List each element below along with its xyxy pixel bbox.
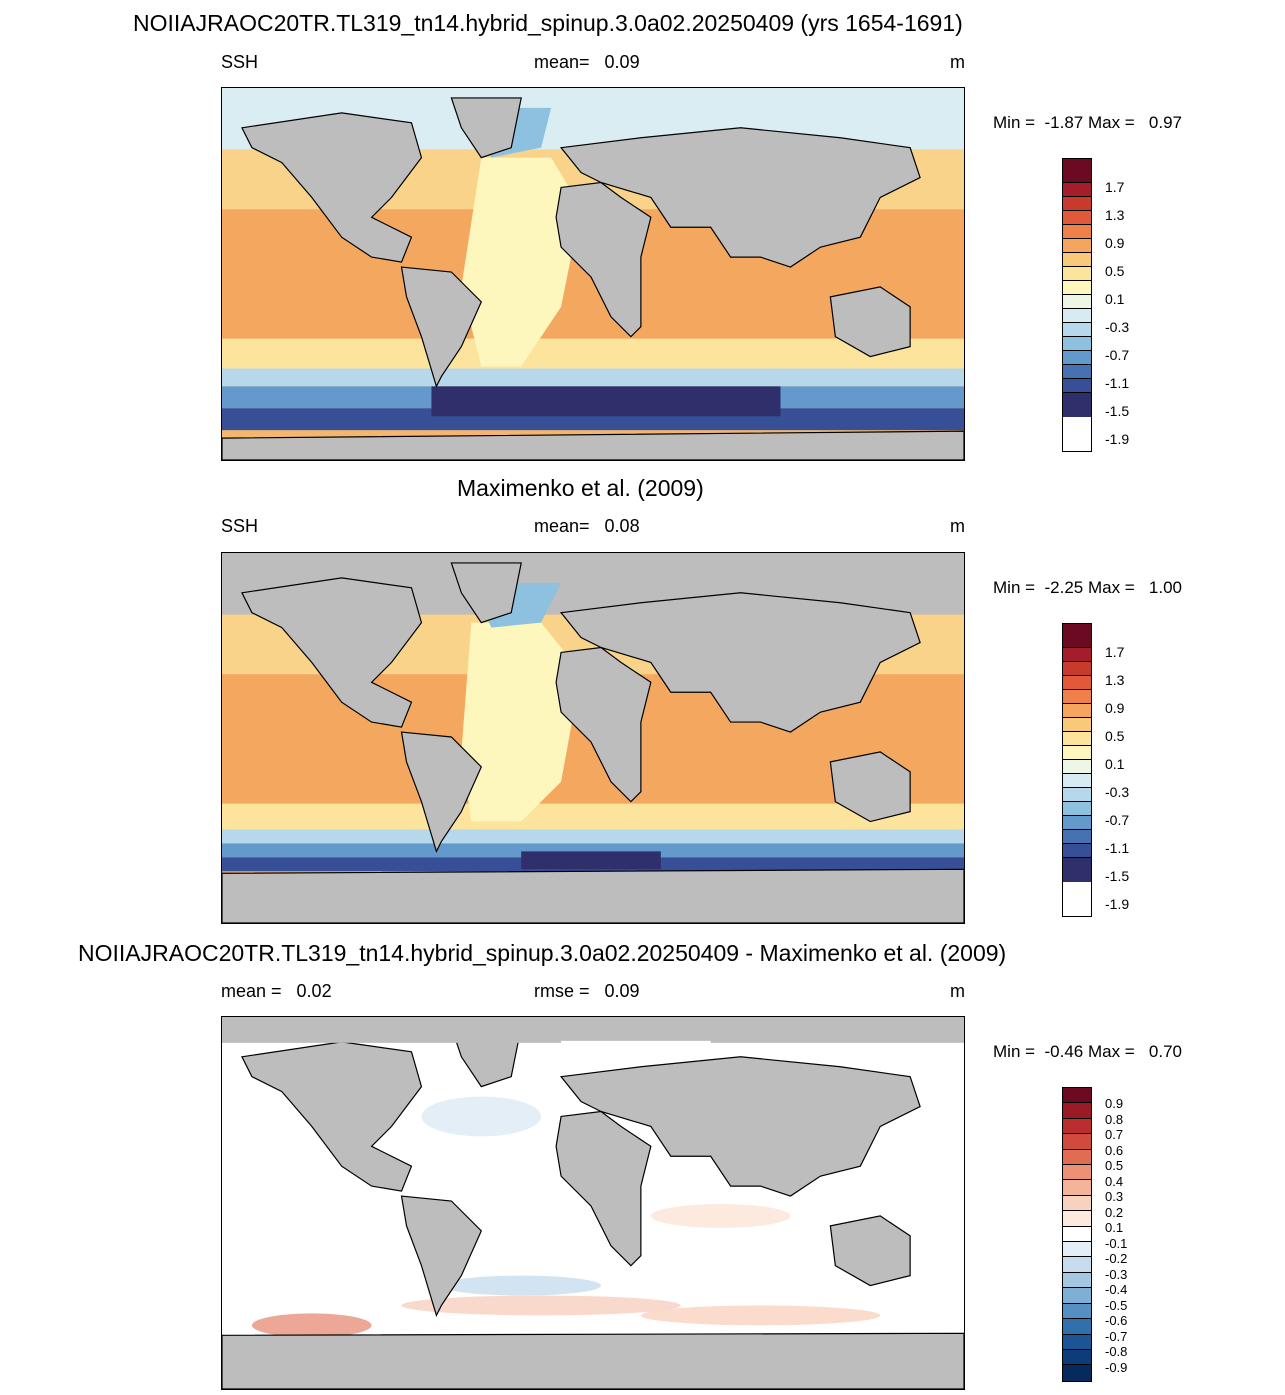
panel3-map <box>221 1016 965 1390</box>
panel2-colorbar-label: -0.3 <box>1105 784 1130 800</box>
panel3-colorbar-label: -0.7 <box>1105 1329 1128 1344</box>
panel3-colorbar-label: -0.4 <box>1105 1282 1128 1297</box>
panel2-colorbar-label: -1.5 <box>1105 868 1130 884</box>
panel3-colorbar-label: -0.8 <box>1105 1344 1128 1359</box>
panel1-colorbar-label: -0.7 <box>1105 347 1130 363</box>
panel1-units-label: m <box>950 52 965 72</box>
panel1-title: NOIIAJRAOC20TR.TL319_tn14.hybrid_spinup.… <box>133 10 963 36</box>
panel1-variable-label: SSH <box>221 52 259 72</box>
panel1-colorbar-label: 0.5 <box>1105 263 1125 279</box>
panel2-colorbar-label: -1.1 <box>1105 840 1130 856</box>
panel1-colorbar <box>1062 158 1092 452</box>
panel3-colorbar-label: 0.8 <box>1105 1112 1124 1127</box>
panel3-colorbar-label: 0.1 <box>1105 1220 1124 1235</box>
panel2-colorbar-label: 1.3 <box>1105 672 1125 688</box>
panel2-colorbar-label: 0.5 <box>1105 728 1125 744</box>
panel2-minmax: Min = -2.25 Max = 1.00 <box>993 578 1182 597</box>
land-masses <box>222 97 964 460</box>
panel3-colorbar-label: 0.4 <box>1105 1174 1124 1189</box>
panel3-colorbar-label: 0.6 <box>1105 1143 1124 1158</box>
panel1-colorbar-label: -1.5 <box>1105 403 1130 419</box>
panel1-mean-label: mean= 0.09 <box>534 52 640 72</box>
panel1-map <box>221 87 965 461</box>
panel3-mean-label: mean = 0.02 <box>221 981 332 1001</box>
panel3-colorbar-label: -0.2 <box>1105 1251 1128 1266</box>
panel3-rmse-label: rmse = 0.09 <box>534 981 640 1001</box>
panel3-colorbar-label: 0.9 <box>1105 1096 1124 1111</box>
panel2-mean-label: mean= 0.08 <box>534 516 640 536</box>
panel2-colorbar-label: 0.1 <box>1105 756 1125 772</box>
panel2-colorbar <box>1062 623 1092 917</box>
panel2-title: Maximenko et al. (2009) <box>457 475 704 501</box>
panel3-colorbar-label: 0.2 <box>1105 1205 1124 1220</box>
panel1-colorbar-label: 1.7 <box>1105 179 1125 195</box>
land-masses <box>222 562 964 923</box>
panel1-colorbar-label: 1.3 <box>1105 207 1125 223</box>
panel1-minmax: Min = -1.87 Max = 0.97 <box>993 113 1182 132</box>
panel2-colorbar-label: -0.7 <box>1105 812 1130 828</box>
panel2-colorbar-label: -1.9 <box>1105 896 1130 912</box>
panel1-colorbar-label: 0.1 <box>1105 291 1125 307</box>
panel1-colorbar-label: 0.9 <box>1105 235 1125 251</box>
panel2-variable-label: SSH <box>221 516 259 536</box>
panel3-colorbar-label: 0.7 <box>1105 1127 1124 1142</box>
panel3-colorbar-label: -0.1 <box>1105 1236 1128 1251</box>
panel3-colorbar <box>1062 1087 1092 1382</box>
panel3-title: NOIIAJRAOC20TR.TL319_tn14.hybrid_spinup.… <box>78 940 1007 966</box>
land-masses <box>222 1026 964 1389</box>
panel3-colorbar-label: 0.3 <box>1105 1189 1124 1204</box>
panel1-colorbar-label: -1.1 <box>1105 375 1130 391</box>
panel1-colorbar-label: -1.9 <box>1105 431 1130 447</box>
panel2-units-label: m <box>950 516 965 536</box>
panel3-colorbar-label: -0.9 <box>1105 1360 1128 1375</box>
panel3-minmax: Min = -0.46 Max = 0.70 <box>993 1042 1182 1061</box>
panel2-map <box>221 552 965 924</box>
panel3-colorbar-label: -0.6 <box>1105 1313 1128 1328</box>
panel2-colorbar-label: 0.9 <box>1105 700 1125 716</box>
panel3-colorbar-label: 0.5 <box>1105 1158 1124 1173</box>
panel2-colorbar-label: 1.7 <box>1105 644 1125 660</box>
panel3-units-label: m <box>950 981 965 1001</box>
panel3-colorbar-label: -0.3 <box>1105 1267 1128 1282</box>
panel1-colorbar-label: -0.3 <box>1105 319 1130 335</box>
panel3-colorbar-label: -0.5 <box>1105 1298 1128 1313</box>
